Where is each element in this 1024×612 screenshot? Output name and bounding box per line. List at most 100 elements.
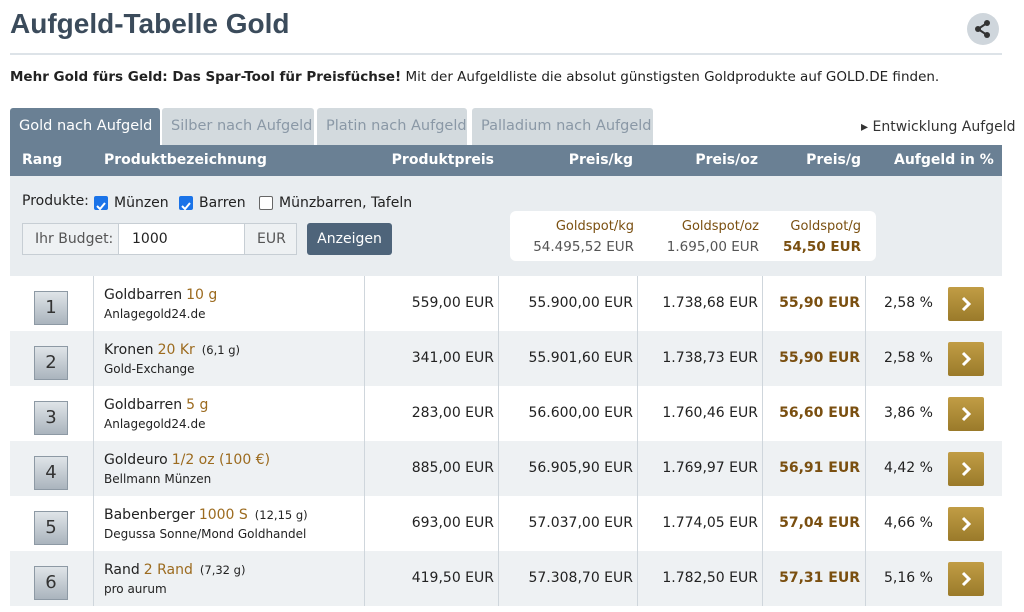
page-title: Aufgeld-Tabelle Gold (10, 8, 290, 39)
chevron[interactable] (948, 507, 984, 541)
product-size[interactable]: 1000 S (198, 507, 248, 523)
column-divider (364, 441, 365, 496)
trend-link[interactable]: ▸ Entwicklung Aufgeld (861, 119, 1016, 135)
rank-badge: 3 (34, 401, 68, 435)
dealer: Bellmann Münzen (104, 472, 212, 486)
price-per-kg: 55.901,60 EUR (528, 350, 633, 366)
column-divider (364, 331, 365, 386)
product-type[interactable]: Goldeuro (104, 452, 168, 468)
checkbox-label[interactable]: Barren (199, 195, 246, 211)
price-per-oz: 1.774,05 EUR (662, 515, 758, 531)
column-header: Produktpreis (391, 152, 494, 168)
price: 419,50 EUR (411, 570, 494, 586)
detail-button[interactable] (948, 452, 984, 486)
price-per-g: 57,04 EUR (779, 515, 860, 531)
checkbox[interactable] (94, 196, 108, 211)
chevron[interactable] (948, 452, 984, 486)
price: 885,00 EUR (411, 460, 494, 476)
premium: 3,86 % (884, 405, 933, 421)
product-name[interactable]: Goldbarren 10 g (104, 287, 217, 303)
product-size[interactable]: 10 g (186, 287, 218, 303)
product-type[interactable]: Goldbarren (104, 397, 183, 413)
product-weight: (12,15 g) (254, 508, 308, 522)
product-size[interactable]: 2 Rand (143, 562, 193, 578)
column-divider (364, 496, 365, 551)
chevron[interactable] (948, 397, 984, 431)
rank-badge: 5 (34, 511, 68, 545)
dealer: Anlagegold24.de (104, 307, 206, 321)
checkbox[interactable] (179, 196, 193, 211)
checkbox-label[interactable]: Münzen (114, 195, 169, 211)
column-divider (637, 441, 638, 496)
table-row (10, 276, 1002, 331)
dealer: Anlagegold24.de (104, 417, 206, 431)
tab[interactable]: Palladium nach Aufgeld (472, 108, 653, 145)
column-divider (762, 331, 763, 386)
column-header: Rang (22, 152, 63, 168)
tab[interactable]: Platin nach Aufgeld (317, 108, 467, 145)
checkbox[interactable] (259, 196, 273, 210)
price-per-oz: 1.782,50 EUR (662, 570, 758, 586)
premium: 2,58 % (884, 350, 933, 366)
column-header: Preis/oz (695, 152, 758, 168)
detail-button[interactable] (948, 562, 984, 596)
detail-button[interactable] (948, 397, 984, 431)
spot-panel (510, 211, 876, 261)
product-size[interactable]: 1/2 oz (100 €) (171, 452, 271, 468)
column-divider (637, 496, 638, 551)
column-header: Aufgeld in % (894, 152, 994, 168)
column-divider (865, 276, 866, 331)
chevron[interactable] (948, 287, 984, 321)
column-header: Produktbezeichnung (104, 152, 267, 168)
chevron[interactable] (948, 562, 984, 596)
table-row (10, 551, 1002, 606)
spot-label: Goldspot/kg (555, 219, 634, 234)
product-type[interactable]: Babenberger (104, 507, 195, 523)
column-divider (762, 276, 763, 331)
detail-button[interactable] (948, 342, 984, 376)
price-per-kg: 57.037,00 EUR (528, 515, 633, 531)
detail-button[interactable] (948, 287, 984, 321)
column-divider (364, 386, 365, 441)
product-size[interactable]: 5 g (186, 397, 209, 413)
product-name[interactable]: Goldeuro 1/2 oz (100 €) (104, 452, 270, 468)
product-type[interactable]: Rand (104, 562, 140, 578)
column-divider (498, 386, 499, 441)
check-mark (96, 202, 106, 211)
price-per-g: 56,91 EUR (779, 460, 860, 476)
price-per-kg: 57.308,70 EUR (528, 570, 633, 586)
price: 341,00 EUR (411, 350, 494, 366)
budget-input[interactable]: 1000 (132, 231, 168, 247)
show-button[interactable]: Anzeigen (307, 223, 392, 255)
spot-value: 54.495,52 EUR (533, 239, 634, 255)
column-divider (93, 496, 94, 551)
product-size[interactable]: 20 Kr (157, 342, 195, 358)
product-name[interactable]: Kronen 20 Kr (6,1 g) (104, 342, 240, 358)
tab[interactable]: Gold nach Aufgeld (10, 108, 160, 145)
chevron[interactable] (948, 342, 984, 376)
table-header (10, 145, 1002, 176)
premium: 4,66 % (884, 515, 933, 531)
product-name[interactable]: Babenberger 1000 S (12,15 g) (104, 507, 308, 523)
product-type[interactable]: Kronen (104, 342, 154, 358)
column-divider (865, 386, 866, 441)
checkbox-label[interactable]: Münzbarren, Tafeln (279, 195, 413, 211)
trend-link-text[interactable]: Entwicklung Aufgeld (872, 119, 1016, 135)
column-divider (93, 276, 94, 331)
column-divider (364, 551, 365, 606)
divider (10, 53, 1002, 55)
spot-value: 1.695,00 EUR (666, 239, 759, 255)
column-divider (865, 496, 866, 551)
detail-button[interactable] (948, 507, 984, 541)
share-button[interactable] (967, 13, 999, 45)
spot-label: Goldspot/g (790, 219, 861, 234)
product-type[interactable]: Goldbarren (104, 287, 183, 303)
product-name[interactable]: Goldbarren 5 g (104, 397, 208, 413)
price-per-g: 55,90 EUR (779, 295, 860, 311)
product-name[interactable]: Rand 2 Rand (7,32 g) (104, 562, 245, 578)
tab[interactable]: Silber nach Aufgeld (162, 108, 314, 145)
column-divider (498, 276, 499, 331)
column-divider (93, 331, 94, 386)
column-header: Preis/g (806, 152, 861, 168)
